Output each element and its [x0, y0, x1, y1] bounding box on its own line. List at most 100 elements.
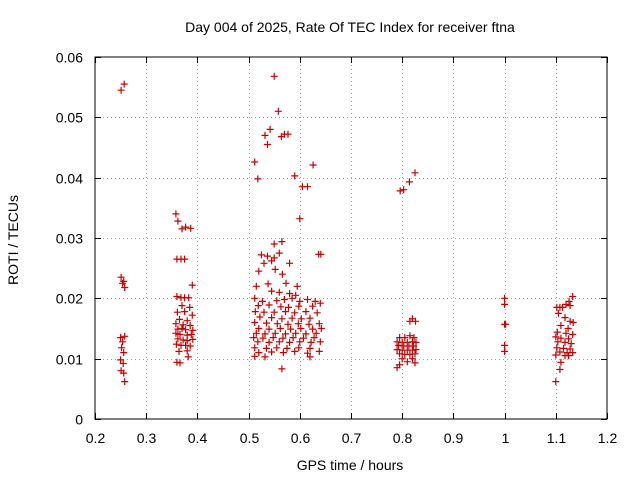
data-point	[121, 378, 129, 386]
data-point	[183, 347, 191, 355]
data-point	[554, 309, 562, 317]
x-axis-label: GPS time / hours	[297, 457, 404, 473]
x-tick-label: 0.9	[444, 430, 464, 446]
grid	[95, 57, 607, 419]
data-point	[411, 169, 419, 177]
data-point	[302, 308, 310, 316]
data-point	[271, 265, 279, 273]
data-point	[297, 315, 305, 323]
data-point	[263, 344, 270, 352]
data-point	[560, 344, 567, 352]
data-point	[282, 279, 290, 287]
data-point	[251, 158, 259, 166]
data-point	[565, 297, 573, 305]
data-point	[278, 270, 286, 278]
data-point	[501, 347, 509, 355]
data-point	[261, 131, 269, 139]
data-point	[292, 291, 300, 299]
data-point	[306, 314, 314, 322]
data-point	[283, 344, 291, 352]
data-point	[176, 359, 184, 367]
data-point	[251, 344, 259, 352]
data-point	[261, 330, 269, 338]
data-point	[118, 344, 126, 352]
data-point	[553, 344, 561, 352]
data-point	[120, 369, 128, 377]
data-point	[282, 308, 289, 316]
data-point	[120, 277, 128, 285]
data-point	[566, 317, 574, 325]
data-point	[254, 302, 262, 310]
data-point	[554, 338, 562, 346]
data-point	[260, 308, 268, 316]
data-point	[302, 330, 310, 338]
data-point	[178, 225, 186, 233]
data-point	[305, 320, 313, 328]
x-tick-label: 0.4	[188, 430, 208, 446]
data-point	[268, 257, 276, 265]
data-point	[278, 315, 286, 323]
data-point	[258, 297, 266, 305]
data-point	[405, 178, 413, 186]
data-point	[564, 325, 572, 332]
data-point	[557, 358, 565, 366]
data-point	[309, 325, 317, 333]
data-point	[174, 217, 182, 225]
data-point	[296, 297, 304, 305]
data-point	[299, 334, 307, 342]
data-point	[255, 325, 263, 332]
data-point	[556, 366, 564, 373]
data-point	[565, 335, 573, 343]
data-point	[393, 364, 401, 372]
data-point	[406, 317, 414, 325]
data-point	[270, 308, 278, 316]
data-point	[178, 302, 186, 310]
data-point	[251, 319, 259, 326]
data-point	[117, 86, 125, 94]
data-point	[284, 130, 292, 138]
data-point	[291, 172, 299, 180]
data-point	[304, 349, 311, 357]
y-tick-label: 0.05	[56, 110, 83, 126]
data-point	[178, 325, 186, 332]
data-point	[261, 353, 269, 361]
data-point	[316, 338, 324, 346]
data-point	[552, 378, 560, 386]
y-tick-label: 0.02	[56, 291, 83, 307]
x-tick-label: 0.6	[291, 430, 311, 446]
data-point	[569, 331, 577, 338]
data-point	[289, 334, 297, 342]
x-tick-label: 0.8	[393, 430, 413, 446]
data-point	[565, 352, 573, 360]
axis-ticks	[95, 57, 608, 420]
data-point	[400, 186, 408, 194]
data-point	[255, 349, 263, 357]
data-point	[286, 259, 294, 267]
data-point	[172, 320, 180, 328]
data-point	[265, 338, 273, 346]
data-point	[188, 311, 196, 319]
data-point	[266, 125, 274, 133]
data-point	[569, 293, 577, 300]
data-point	[280, 296, 288, 303]
data-point	[259, 334, 267, 342]
data-point	[182, 223, 190, 231]
x-tick-label: 0.3	[137, 430, 157, 446]
data-point	[273, 297, 281, 305]
data-point	[317, 250, 325, 258]
data-point	[117, 334, 125, 342]
data-point	[268, 314, 276, 322]
x-tick-label: 1	[502, 430, 510, 446]
data-point	[264, 252, 271, 260]
data-point	[313, 309, 321, 317]
data-point	[173, 293, 181, 300]
data-point	[187, 224, 195, 232]
data-point	[291, 309, 299, 317]
data-point	[264, 280, 272, 288]
data-point	[257, 251, 265, 259]
data-point	[316, 299, 324, 307]
data-point	[279, 334, 287, 342]
data-point	[254, 175, 262, 183]
data-point	[174, 335, 182, 343]
